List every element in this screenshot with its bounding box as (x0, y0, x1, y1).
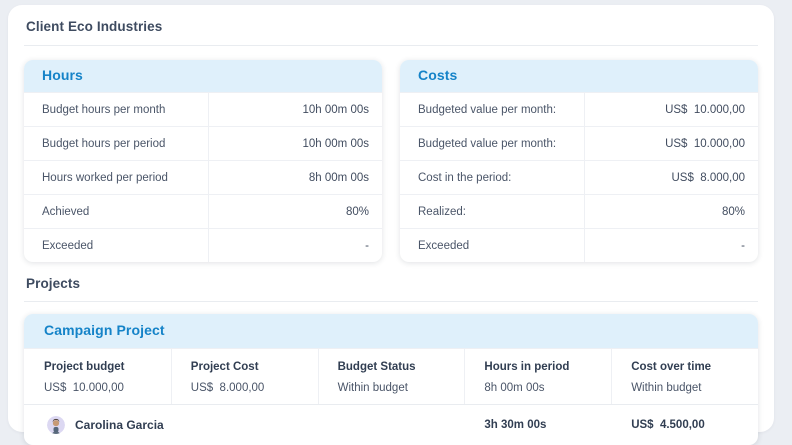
row-value: 10h 00m 00s (302, 103, 370, 116)
client-title: Client Eco Industries (24, 5, 758, 46)
member-hours: 3h 30m 00s (484, 419, 547, 431)
column-divider (464, 349, 466, 404)
campaign-panel-title: Campaign Project (44, 322, 165, 338)
table-row: Hours worked per period 8h 00m 00s (24, 160, 382, 194)
row-label: Exceeded (418, 239, 470, 252)
projects-title: Projects (24, 262, 758, 302)
row-label: Budget hours per month (42, 103, 166, 116)
column-value: Within budget (337, 382, 408, 394)
member-name: Carolina Garcia (75, 418, 164, 432)
row-label: Cost in the period: (418, 171, 512, 184)
column-header: Project budget (44, 361, 125, 373)
table-row: Realized: 80% (400, 194, 758, 228)
column-header: Cost over time (631, 361, 712, 373)
row-value: 80% (345, 205, 369, 218)
row-label: Achieved (42, 205, 90, 218)
column-value: Within budget (631, 382, 702, 394)
row-value: - (741, 239, 745, 252)
campaign-col-project-budget: Project budget US$ 10.000,00 (24, 349, 171, 404)
team-member-row[interactable]: Carolina Garcia 3h 30m 00s US$ 4.500,00 (24, 404, 758, 445)
campaign-panel-header: Campaign Project (24, 314, 758, 348)
row-value: US$ 8.000,00 (671, 171, 745, 184)
table-row: Exceeded - (24, 228, 382, 262)
column-value: US$ 8.000,00 (190, 382, 265, 394)
person-avatar-icon (47, 416, 65, 434)
summary-panels-row: Hours Budget hours per month 10h 00m 00s… (24, 60, 758, 262)
column-value: US$ 10.000,00 (44, 382, 124, 394)
hours-panel: Hours Budget hours per month 10h 00m 00s… (24, 60, 382, 262)
row-value: US$ 10.000,00 (665, 137, 745, 150)
column-header: Budget Status (337, 361, 416, 373)
hours-panel-body: Budget hours per month 10h 00m 00s Budge… (24, 92, 382, 262)
column-header: Project Cost (190, 361, 259, 373)
column-divider (317, 349, 319, 404)
column-divider (208, 92, 210, 262)
campaign-summary-grid: Project budget US$ 10.000,00 Project Cos… (24, 348, 758, 404)
column-divider (584, 92, 586, 262)
campaign-col-project-cost: Project Cost US$ 8.000,00 (171, 349, 318, 404)
row-value: 10h 00m 00s (302, 137, 370, 150)
table-row: Exceeded - (400, 228, 758, 262)
hours-panel-header: Hours (24, 60, 382, 92)
row-value: US$ 10.000,00 (665, 103, 745, 116)
row-label: Hours worked per period (42, 171, 168, 184)
row-value: 8h 00m 00s (308, 171, 369, 184)
costs-panel-header: Costs (400, 60, 758, 92)
member-identity: Carolina Garcia (24, 416, 171, 434)
costs-panel: Costs Budgeted value per month: US$ 10.0… (400, 60, 758, 262)
table-row: Budgeted value per month: US$ 10.000,00 (400, 92, 758, 126)
client-report-card: Client Eco Industries Hours Budget hours… (8, 5, 774, 445)
campaign-project-panel: Campaign Project Project budget US$ 10.0… (24, 314, 758, 445)
column-header: Hours in period (484, 361, 570, 373)
table-row: Budget hours per month 10h 00m 00s (24, 92, 382, 126)
column-divider (611, 349, 613, 404)
table-row: Achieved 80% (24, 194, 382, 228)
row-label: Budgeted value per month: (418, 137, 557, 150)
row-value: - (365, 239, 369, 252)
table-row: Budgeted value per month: US$ 10.000,00 (400, 126, 758, 160)
campaign-col-cost-over-time: Cost over time Within budget (611, 349, 758, 404)
costs-panel-body: Budgeted value per month: US$ 10.000,00 … (400, 92, 758, 262)
campaign-col-budget-status: Budget Status Within budget (318, 349, 465, 404)
column-value: 8h 00m 00s (484, 382, 545, 394)
row-label: Realized: (418, 205, 466, 218)
campaign-col-hours-in-period: Hours in period 8h 00m 00s (464, 349, 611, 404)
column-divider (170, 349, 172, 404)
row-label: Budget hours per period (42, 137, 166, 150)
row-label: Exceeded (42, 239, 94, 252)
costs-panel-title: Costs (418, 67, 458, 83)
table-row: Budget hours per period 10h 00m 00s (24, 126, 382, 160)
row-value: 80% (721, 205, 745, 218)
row-label: Budgeted value per month: (418, 103, 557, 116)
hours-panel-title: Hours (42, 67, 83, 83)
table-row: Cost in the period: US$ 8.000,00 (400, 160, 758, 194)
member-cost: US$ 4.500,00 (631, 419, 705, 431)
